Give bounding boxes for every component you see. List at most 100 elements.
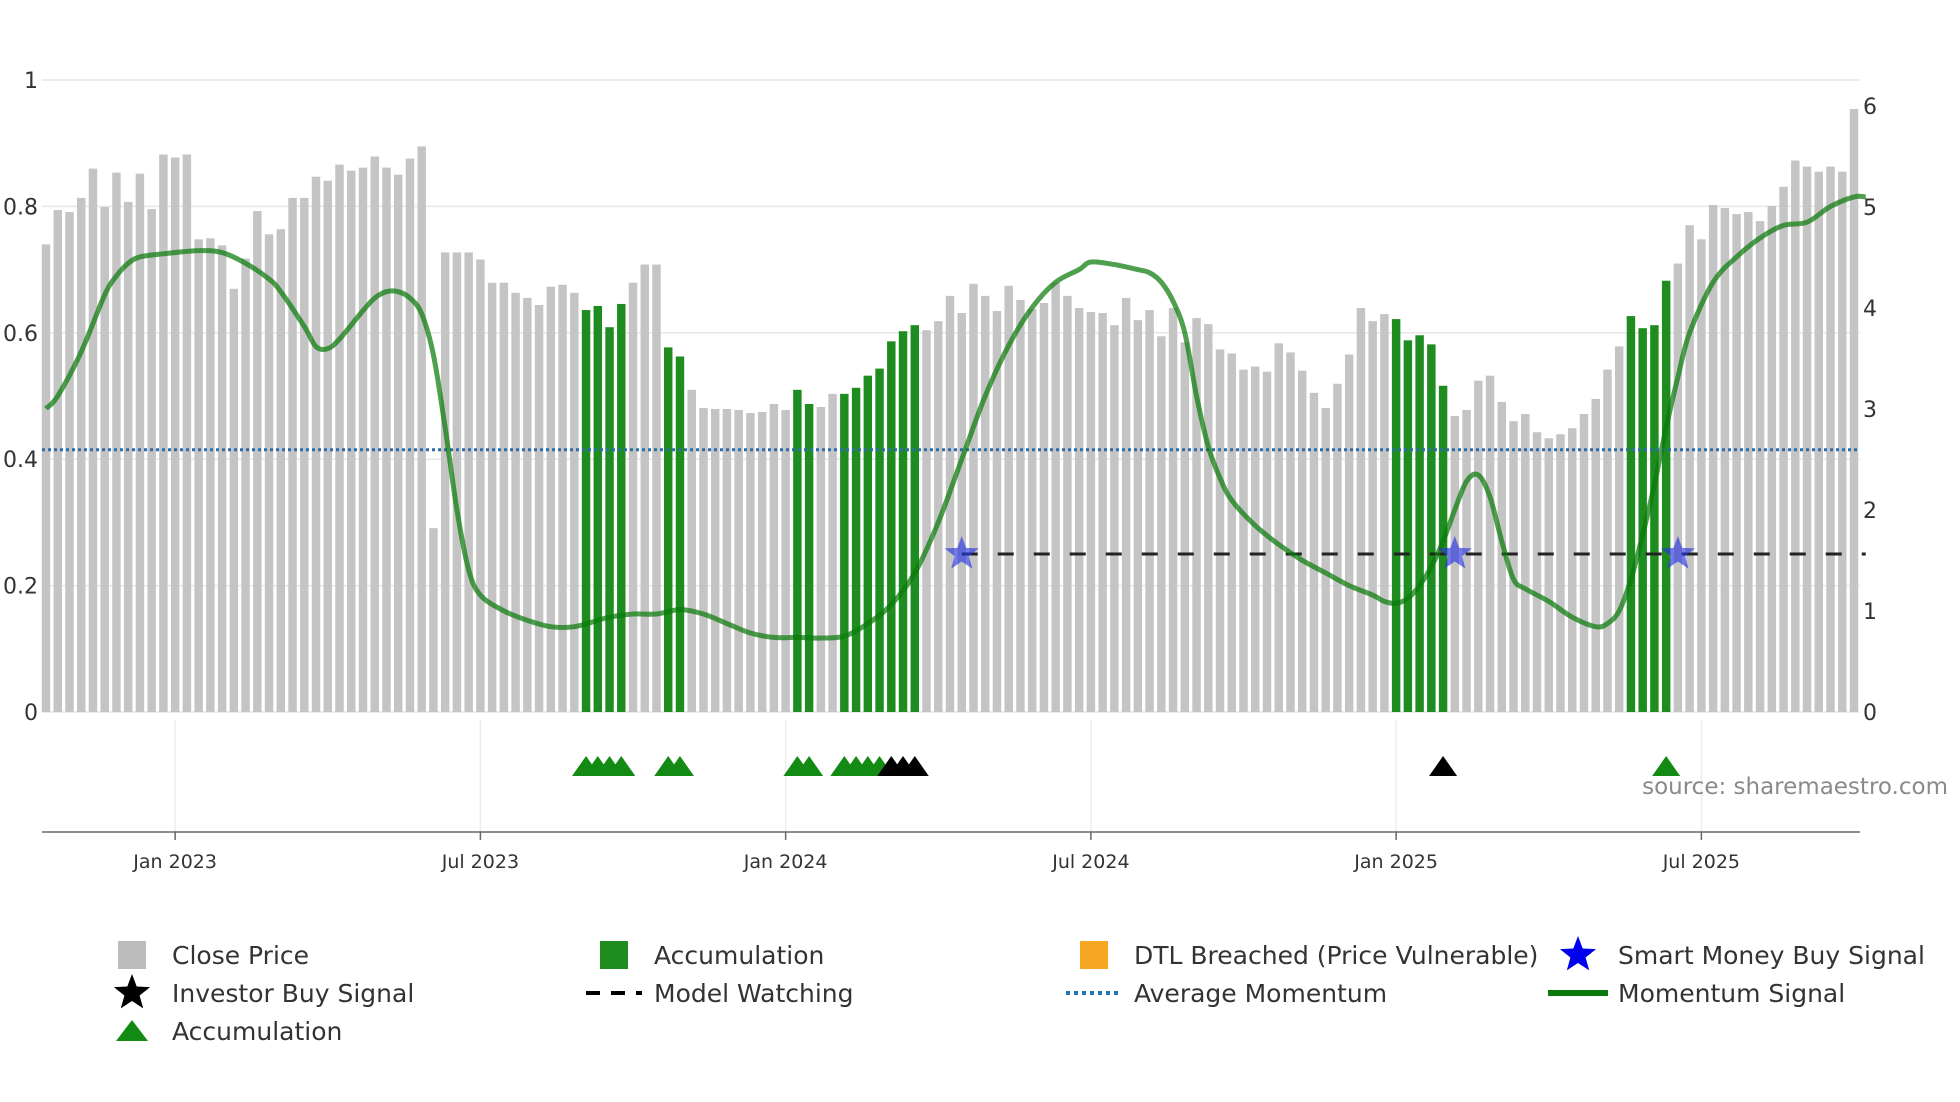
close-price-bar [1755,221,1765,712]
close-price-bar [65,212,74,713]
close-price-bar [628,282,638,712]
close-price-bar [1004,285,1013,712]
close-price-bar [1321,407,1330,712]
close-price-bar [76,197,86,712]
close-price-bar [1603,369,1612,712]
close-price-bar [534,304,544,712]
close-price-bar [1591,398,1600,712]
close-price-bar [1157,336,1166,712]
legend-triangle [116,1020,148,1041]
right-tick-label: 3 [1863,398,1877,423]
close-price-bar [1215,349,1225,712]
close-price-bar [1685,225,1694,712]
close-price-bar [558,284,567,712]
signal-lines [42,193,1866,641]
close-price-bar [1838,171,1847,712]
close-price-bar [1544,438,1553,712]
close-price-bar [182,154,192,713]
close-price-bar [746,413,755,712]
axes: 0 0.2 0.4 0.6 0.8 1 0 1 2 3 4 5 6 Jan 2023 Jul 2023 Jan… [3,69,1877,873]
accumulation-bar [581,310,591,712]
close-price-bar [417,146,426,712]
accumulation-bar [605,327,614,712]
close-price-bar [1039,302,1049,712]
source-label: source: sharemaestro.com [1642,774,1948,800]
legend-label: DTL Breached (Price Vulnerable) [1134,941,1538,970]
close-price-bar [276,229,286,712]
close-price-bar [640,264,649,712]
accumulation-bar [863,375,873,712]
right-tick-label: 2 [1863,499,1877,524]
signal-markers [572,536,1695,776]
close-price-bar [487,282,497,712]
close-price-bar [464,252,473,712]
close-price-bar [476,259,485,712]
close-price-bar [1474,380,1483,712]
accumulation-bar [898,331,908,712]
close-price-bar [1074,308,1084,712]
close-price-bar [1744,212,1753,713]
close-price-bar [652,264,661,712]
close-price-bar [757,412,767,712]
close-price-bar [969,283,978,712]
momentum-signal-line [44,193,1866,641]
accumulation-bar [887,341,896,712]
right-tick-label: 0 [1863,701,1877,726]
close-price-bar [1086,312,1096,712]
smart-money-star [1660,536,1695,569]
legend-swatch [1080,941,1108,969]
close-price-bar [546,286,556,712]
close-price-bar [1168,308,1178,712]
legend-label: Average Momentum [1134,979,1387,1008]
close-price-bar [1767,205,1777,713]
close-price-bar [1697,239,1706,712]
close-price-bar [147,209,156,712]
close-price-bar [1051,282,1060,712]
close-price-bar [1027,309,1037,712]
close-price-bar [1720,208,1730,712]
close-price-bar [1849,109,1859,712]
close-price-bar [1450,416,1460,712]
legend-label: Model Watching [654,979,854,1008]
x-tick-label: Jul 2024 [1051,851,1129,873]
left-tick-label: 1 [24,69,38,94]
close-price-bar [1121,297,1131,712]
left-tick-label: 0 [24,701,38,726]
close-price-bar [135,173,145,713]
close-price-bar [816,406,826,712]
accumulation-bar [664,347,673,712]
accumulation-bar [1650,325,1659,712]
close-price-bar [1098,313,1107,712]
close-price-bar [1016,299,1025,712]
close-price-bar [1579,414,1589,712]
accumulation-bar [1427,344,1436,712]
legend-swatch [600,941,628,969]
right-tick-label: 6 [1863,95,1877,120]
investor-buy-marker [1429,756,1458,776]
close-price-bar [499,282,509,712]
accumulation-marker [665,756,694,776]
close-price-bar [1262,371,1272,712]
legend-label: Accumulation [172,1017,342,1046]
close-price-bar [1192,318,1201,712]
close-price-bar [1708,204,1718,713]
close-price-bar [206,238,215,712]
right-tick-label: 1 [1863,600,1877,625]
close-price-bar [100,207,109,712]
left-tick-label: 0.4 [3,448,38,473]
legend-label: Smart Money Buy Signal [1618,941,1925,970]
legend-label: Momentum Signal [1618,979,1845,1008]
close-price-bar [1497,401,1507,712]
close-price-bar [722,409,732,712]
close-price-bar [1556,434,1565,712]
legend-label: Investor Buy Signal [172,979,414,1008]
close-price-bar [710,409,720,712]
x-tick-label: Jan 2023 [132,851,217,873]
close-price-bar [370,156,379,712]
close-price-bar [1063,295,1072,712]
close-price-bar [1297,370,1307,712]
accumulation-bar [793,389,802,712]
close-price-bar [123,201,133,712]
close-price-bar [1462,410,1471,712]
